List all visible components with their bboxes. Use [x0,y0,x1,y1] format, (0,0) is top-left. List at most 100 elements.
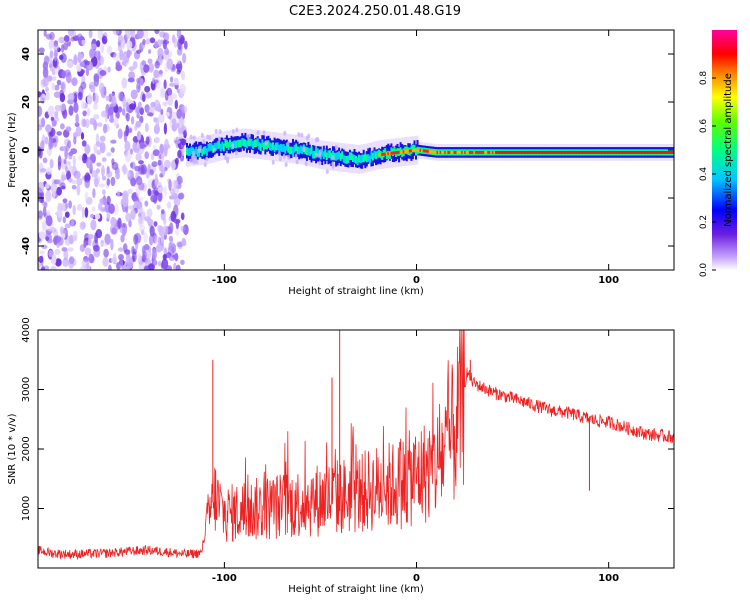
ridge-band-green [332,150,334,159]
noise-blob [122,96,127,109]
noise-blob [171,92,177,100]
noise-blob [71,179,78,185]
noise-blob [72,230,78,242]
noise-blob [110,147,115,153]
noise-blob [102,123,108,134]
noise-blob [45,91,50,101]
ridge-peak [576,151,579,154]
scatter-blob [218,136,221,142]
noise-blob [93,143,98,154]
noise-blob [95,168,100,174]
scatter-blob [262,130,266,136]
ridge-band-green [215,142,218,151]
ridge-peak [545,151,548,154]
ridge-peak [591,151,594,154]
ridge-peak [450,151,453,154]
noise-blob [111,227,117,235]
noise-blob [80,81,87,90]
noise-blob [149,37,156,44]
ridge-peak [441,151,444,154]
ridge-peak [425,149,428,153]
ridge-peak [431,150,434,154]
noise-blob [45,190,52,203]
noise-blob [143,232,148,243]
ridge-band-green [333,152,336,161]
noise-blob [111,158,115,166]
noise-blob [106,152,112,157]
ridge-peak [533,151,536,154]
scatter-blob [256,130,260,136]
noise-blob [38,124,43,131]
noise-blob [130,89,138,100]
scatter-blob [234,150,238,156]
ridge-band-green [287,145,290,153]
noise-blob [78,39,82,45]
noise-blob [42,206,47,218]
noise-blob [139,107,144,115]
noise-blob [171,243,177,254]
noise-blob [94,50,100,60]
scatter-blob [282,153,286,159]
noise-blob [155,117,160,129]
scatter-blob [304,161,308,167]
noise-blob [98,202,103,211]
y-tick-label: 0 [21,146,32,153]
noise-blob [153,79,159,84]
noise-blob [134,106,139,115]
ridge-band-green [242,138,245,147]
ridge-peak [427,149,430,153]
noise-blob [179,84,187,95]
ridge-peak [665,151,668,154]
ridge-peak [547,151,550,154]
noise-blob [68,256,75,265]
noise-blob [98,183,106,188]
scatter-blob [278,156,282,162]
y-tick-label: 20 [21,95,32,109]
scatter-blob [294,153,298,159]
ridge-peak [650,151,653,154]
ridge-band-green [282,144,285,152]
noise-blob [169,76,174,83]
noise-blob [130,209,136,221]
ridge-peak [404,150,407,153]
noise-blob [149,225,155,237]
ridge-peak [467,151,470,154]
ridge-band-green [350,152,353,161]
noise-blob [65,144,70,152]
noise-blob [165,111,170,117]
noise-blob [138,206,144,214]
noise-blob [125,112,130,122]
ridge-peak [391,151,394,155]
ridge-band-blue [368,147,371,164]
noise-blob [135,153,142,162]
noise-blob [114,203,119,216]
noise-blob [99,135,106,142]
ridge-band-green [236,139,239,148]
noise-blob [137,253,141,262]
noise-blob [158,113,165,123]
y-tick-label: 3000 [21,377,32,402]
ridge-peak [510,151,513,154]
ridge-band-green [216,141,219,149]
ridge-peak [636,151,639,154]
ridge-peak [470,151,473,154]
ridge-peak [413,148,416,152]
noise-blob [95,228,103,239]
noise-blob [163,217,167,226]
ridge-peak [498,151,500,154]
noise-blob [84,247,92,256]
noise-blob [174,157,179,165]
noise-blob [117,106,123,113]
ridge-band-green [233,140,236,148]
ridge-peak [565,151,568,154]
scatter-blob [235,127,239,133]
scatter-blob [203,162,207,168]
noise-blob [86,108,91,116]
ridge-band-green [364,153,367,161]
noise-blob [101,157,107,162]
noise-blob [176,108,182,119]
noise-blob [52,68,55,76]
noise-blob [46,167,53,175]
noise-blob [42,157,48,164]
ridge-peak [574,151,577,154]
